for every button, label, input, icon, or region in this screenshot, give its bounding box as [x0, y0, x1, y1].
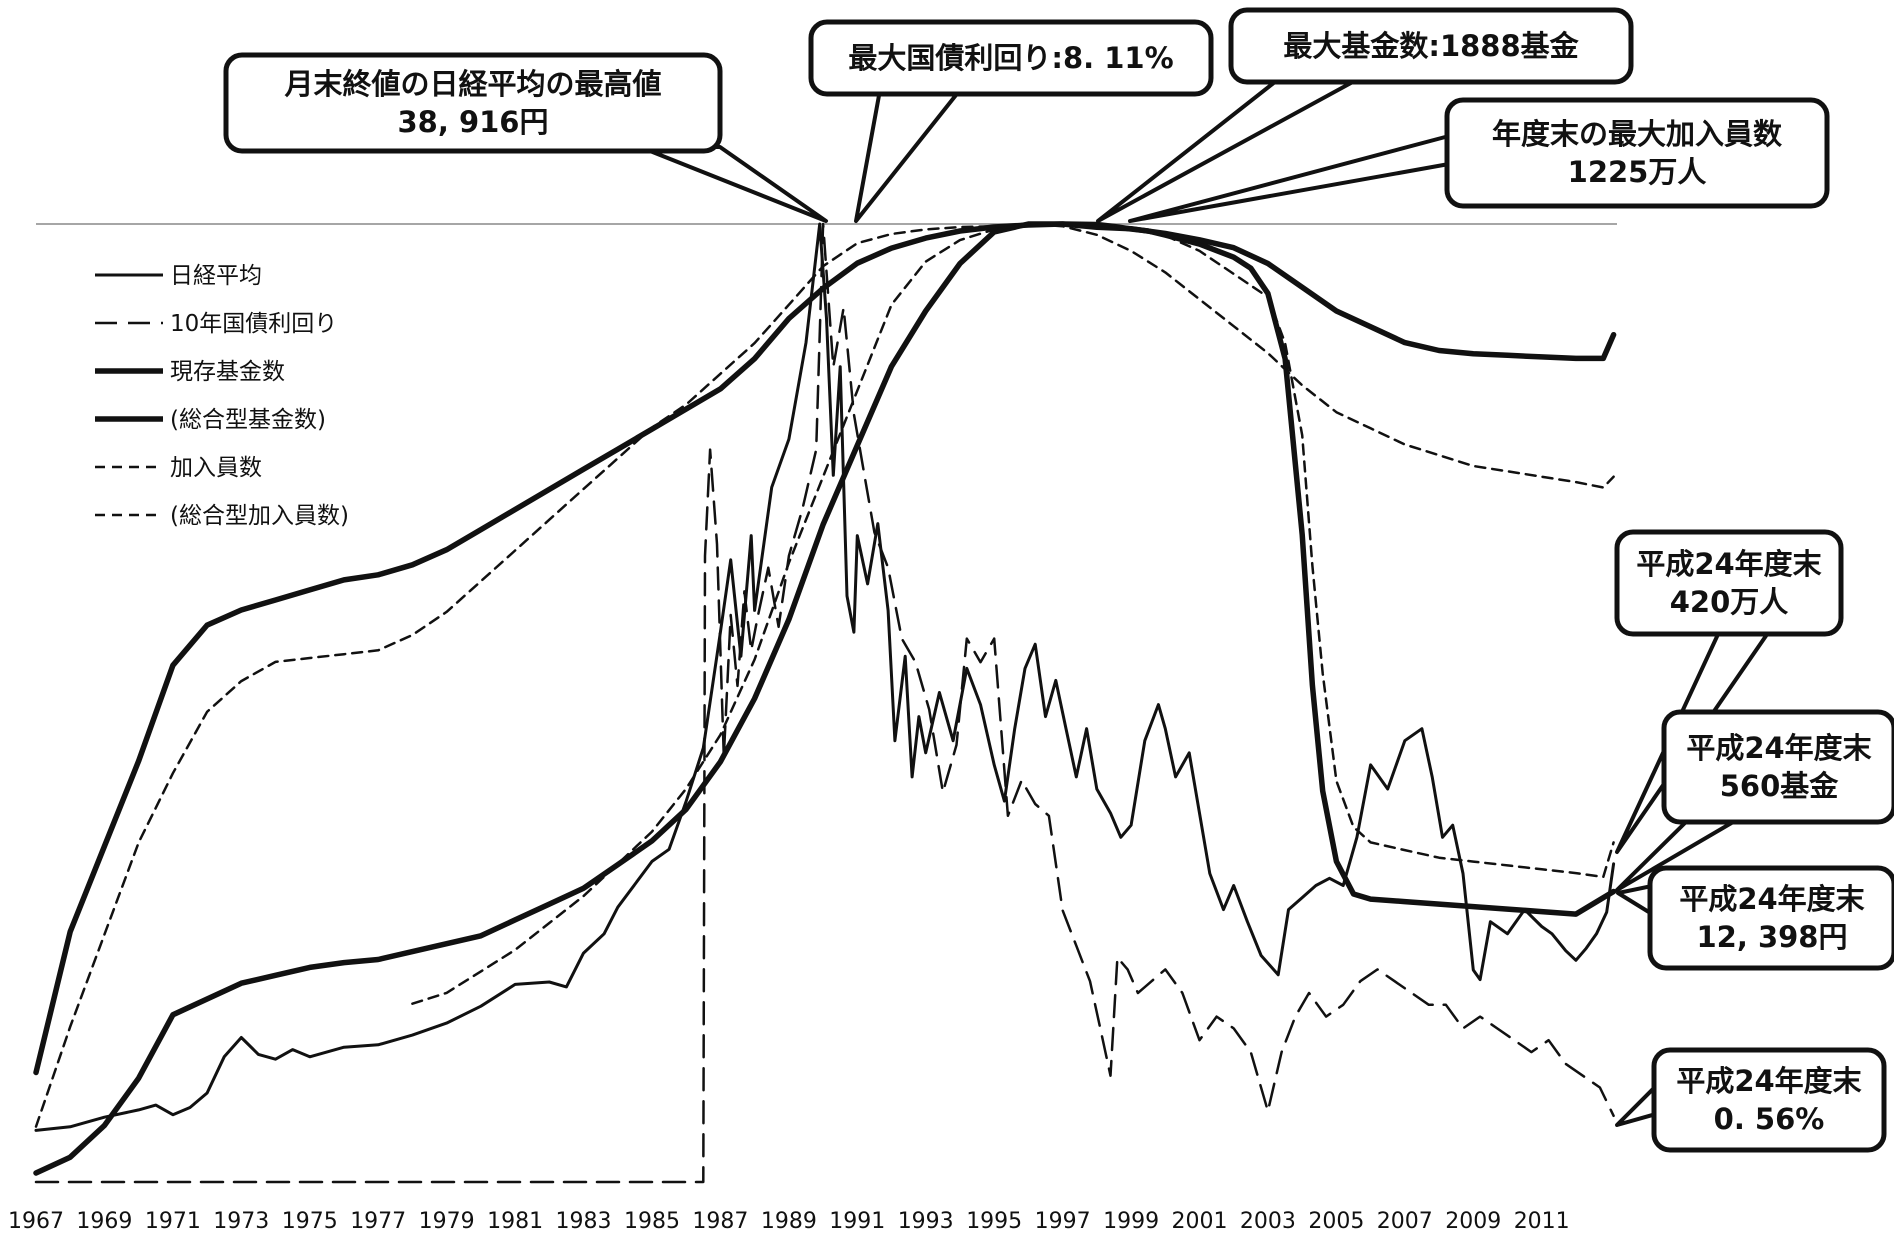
- callout-box-members-peak: [1444, 97, 1830, 209]
- callout-text-nikkei-peak-1: 38, 916円: [397, 105, 548, 139]
- series-line-1: [34, 222, 1615, 1184]
- callout-pointer-jgb-2012: [1615, 1084, 1658, 1127]
- legend-label-1: 10年国債利回り: [170, 311, 337, 337]
- series-line-2: [33, 221, 1617, 1076]
- x-tick-label-2: 1971: [145, 1209, 201, 1234]
- x-tick-label-5: 1977: [350, 1209, 406, 1234]
- callout-text-members-peak-0: 年度末の最大加入員数: [1492, 117, 1783, 151]
- x-tick-label-20: 2007: [1377, 1209, 1433, 1234]
- x-tick-label-21: 2009: [1445, 1209, 1501, 1234]
- x-tick-label-7: 1981: [487, 1209, 543, 1234]
- callout-text-jgb-2012-0: 平成24年度末: [1676, 1064, 1861, 1098]
- callout-box-jgb-2012: [1651, 1047, 1887, 1153]
- legend-label-4: 加入員数: [170, 455, 262, 481]
- x-tick-label-12: 1991: [829, 1209, 885, 1234]
- x-tick-label-16: 1999: [1103, 1209, 1159, 1234]
- x-tick-label-0: 1967: [8, 1209, 64, 1234]
- callout-text-funds-2012-1: 560基金: [1720, 769, 1840, 803]
- callout-text-funds-peak-0: 最大基金数:1888基金: [1283, 29, 1579, 63]
- callout-pointers: [638, 76, 1772, 1127]
- series-line-0: [34, 222, 1616, 1132]
- x-tick-label-8: 1983: [556, 1209, 612, 1234]
- callout-text-members-peak-1: 1225万人: [1568, 155, 1707, 189]
- x-tick-label-15: 1997: [1035, 1209, 1091, 1234]
- x-tick-label-10: 1987: [692, 1209, 748, 1234]
- callout-text-members-2012-1: 420万人: [1670, 585, 1789, 619]
- callouts: 月末終値の日経平均の最高値 38, 916円 最大国債利回り:8. 11% 最大基金数…: [223, 7, 1894, 1153]
- callout-box-jgb-peak: [808, 19, 1214, 97]
- callout-text-members-2012-0: 平成24年度末: [1636, 547, 1821, 581]
- series-line-3: [33, 221, 1617, 1176]
- callout-box-nikkei-2012: [1647, 865, 1894, 971]
- series-line-4: [34, 222, 1615, 1128]
- callout-box-funds-peak: [1228, 7, 1634, 85]
- x-tick-label-4: 1975: [282, 1209, 338, 1234]
- callout-text-nikkei-peak-0: 月末終値の日経平均の最高値: [283, 67, 661, 101]
- callout-box-members-2012: [1614, 529, 1844, 637]
- x-tick-label-19: 2005: [1308, 1209, 1364, 1234]
- legend-label-0: 日経平均: [170, 263, 262, 289]
- callout-box-nikkei-peak: [223, 52, 723, 154]
- x-tick-label-3: 1973: [213, 1209, 269, 1234]
- x-tick-label-6: 1979: [419, 1209, 475, 1234]
- x-tick-label-17: 2001: [1172, 1209, 1228, 1234]
- series-line-5: [411, 222, 1615, 1005]
- x-tick-label-1: 1969: [76, 1209, 132, 1234]
- x-tick-label-22: 2011: [1514, 1209, 1570, 1234]
- callout-box-funds-2012: [1661, 709, 1894, 825]
- legend-label-2: 現存基金数: [170, 359, 285, 385]
- callout-text-nikkei-2012-1: 12, 398円: [1696, 920, 1847, 954]
- callout-pointer-nikkei-2012: [1616, 884, 1654, 916]
- callout-text-funds-2012-0: 平成24年度末: [1686, 731, 1871, 765]
- series-lines: [33, 221, 1617, 1184]
- callout-text-nikkei-2012-0: 平成24年度末: [1679, 882, 1864, 916]
- x-tick-label-18: 2003: [1240, 1209, 1296, 1234]
- callout-pointer-jgb-peak: [854, 88, 962, 223]
- x-tick-label-11: 1989: [761, 1209, 817, 1234]
- x-tick-label-9: 1985: [624, 1209, 680, 1234]
- legend-label-3: (総合型基金数): [170, 407, 326, 433]
- callout-text-jgb-peak-0: 最大国債利回り:8. 11%: [848, 41, 1173, 75]
- x-axis-ticks: 1967 1969 1971 1973 1975 1977 1979 1981 1983 1985…: [8, 1209, 1570, 1234]
- x-tick-label-14: 1995: [966, 1209, 1022, 1234]
- callout-pointer-nikkei-peak: [638, 145, 828, 223]
- legend-label-5: (総合型加入員数): [170, 503, 349, 529]
- x-tick-label-13: 1993: [898, 1209, 954, 1234]
- callout-text-jgb-2012-1: 0. 56%: [1714, 1102, 1825, 1136]
